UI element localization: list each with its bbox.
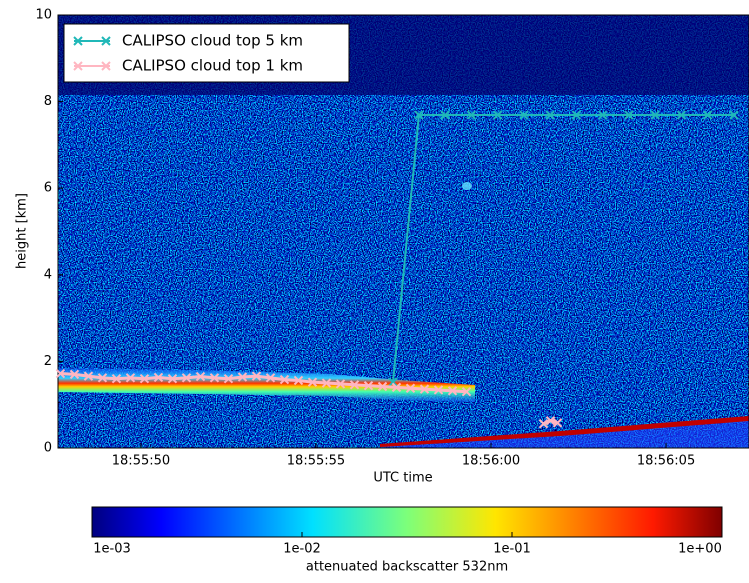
y-tick-label: 8 <box>44 94 52 109</box>
x-tick-label: 18:56:05 <box>637 454 695 469</box>
colorbar-tick-label: 1e+00 <box>678 542 722 557</box>
legend-label: CALIPSO cloud top 5 km <box>122 32 303 50</box>
x-axis-label: UTC time <box>373 471 432 486</box>
y-tick-label: 2 <box>44 354 52 369</box>
colorbar-tick-label: 1e-02 <box>283 542 321 557</box>
y-tick-label: 10 <box>35 8 52 23</box>
chart: height [km] UTC time attenuated backscat… <box>0 0 749 579</box>
y-axis-label: height [km] <box>15 193 30 269</box>
colorbar-tick-label: 1e-01 <box>493 542 531 557</box>
x-tick-label: 18:55:50 <box>112 454 170 469</box>
legend-label: CALIPSO cloud top 1 km <box>122 57 303 75</box>
y-tick-label: 0 <box>44 441 52 456</box>
x-tick-label: 18:55:55 <box>287 454 345 469</box>
colorbar-label: attenuated backscatter 532nm <box>306 560 508 575</box>
y-tick-label: 6 <box>44 181 52 196</box>
y-tick-label: 4 <box>44 267 52 282</box>
colorbar <box>92 507 722 537</box>
x-tick-label: 18:56:00 <box>462 454 520 469</box>
colorbar-tick-label: 1e-03 <box>93 542 131 557</box>
